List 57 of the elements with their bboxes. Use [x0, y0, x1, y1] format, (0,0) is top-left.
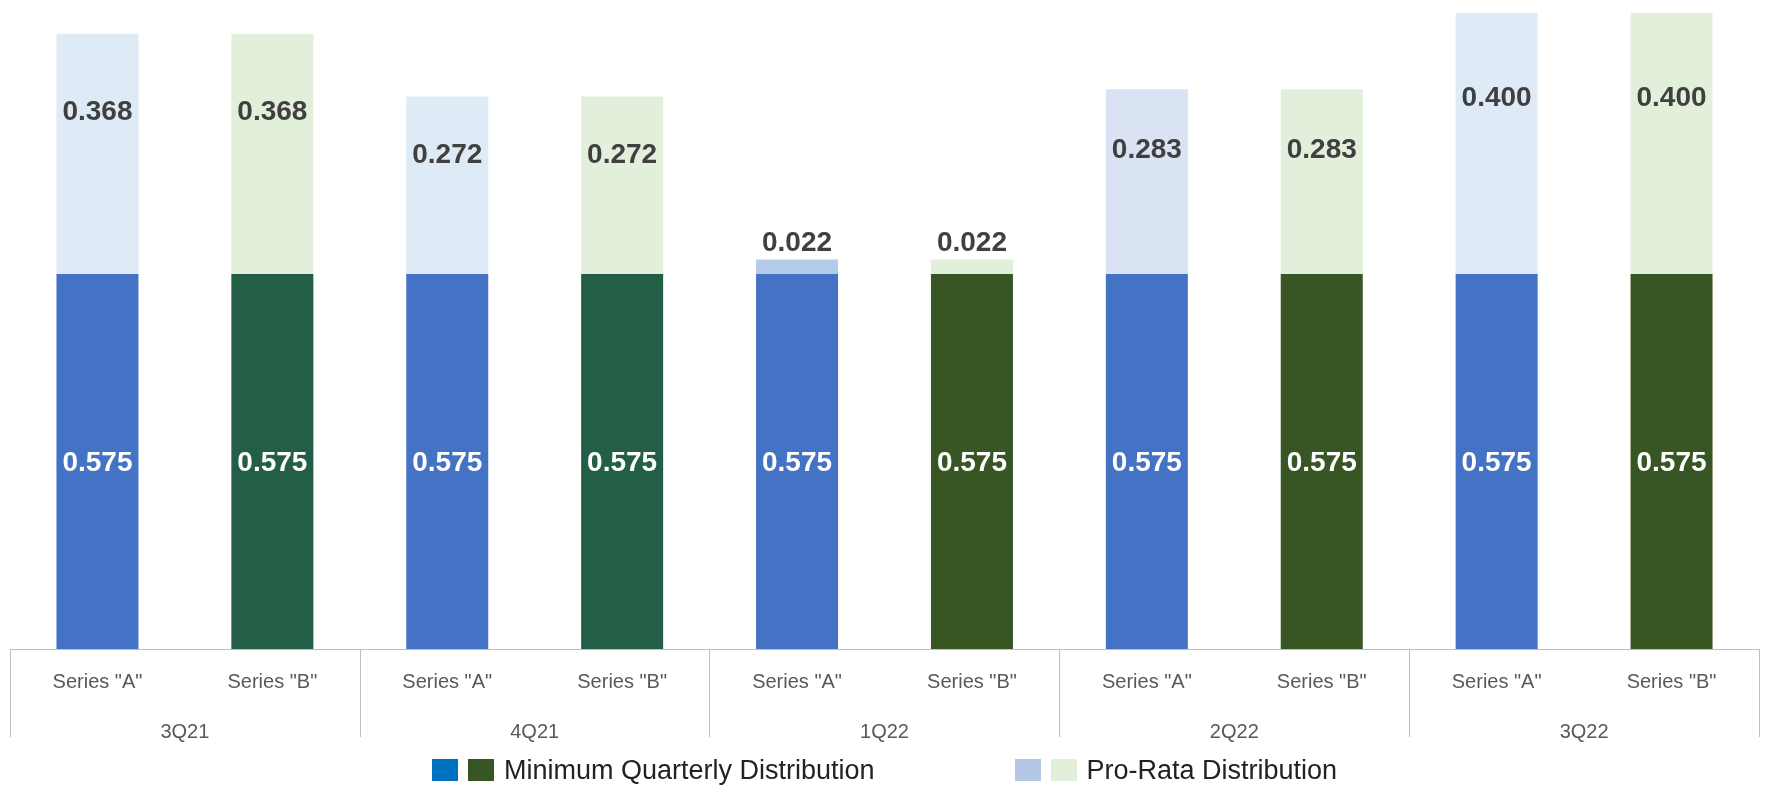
x-tick-label: Series "B" [1276, 670, 1367, 692]
bar [56, 33, 139, 274]
data-label: 0.575 [237, 445, 308, 477]
bar [1105, 273, 1188, 649]
bar [1455, 13, 1538, 274]
data-label: 0.575 [412, 445, 483, 477]
bar [231, 33, 314, 274]
bar [231, 273, 314, 649]
text: 2Q22 [1209, 720, 1259, 742]
x-tick-label: Series "B" [227, 670, 318, 692]
data-label: 0.575 [936, 445, 1007, 477]
bar [756, 273, 839, 649]
bar [56, 273, 139, 649]
x-tick-label: Series "B" [577, 670, 668, 692]
data-label: 0.575 [62, 445, 133, 477]
bar [581, 96, 664, 274]
data-label: 0.575 [1636, 445, 1707, 477]
data-label: 0.283 [1286, 132, 1357, 164]
bar [1280, 89, 1363, 274]
x-tick-label: Series "A" [1451, 670, 1542, 692]
data-label: 0.272 [412, 137, 483, 169]
bar [406, 96, 489, 274]
bar [756, 259, 839, 274]
x-tick-label: Series "B" [1626, 670, 1717, 692]
data-label: 0.575 [1461, 445, 1532, 477]
bar [1280, 273, 1363, 649]
text: 4Q21 [510, 720, 560, 742]
bar [1105, 89, 1188, 274]
data-label: 0.272 [587, 137, 658, 169]
x-tick-label: Series "B" [927, 670, 1017, 692]
bar [581, 273, 664, 649]
bar [1630, 13, 1713, 274]
bar [406, 273, 489, 649]
data-label: 0.022 [762, 226, 833, 258]
data-label: 0.400 [1461, 81, 1532, 112]
legend-label: Minimum Quarterly Distribution [503, 754, 875, 786]
data-label: 0.368 [237, 95, 308, 127]
bar [930, 273, 1013, 649]
bar [1630, 273, 1713, 649]
legend-label: Pro-Rata Distribution [1086, 754, 1338, 786]
text: 1Q22 [860, 720, 909, 742]
bar [1455, 273, 1538, 649]
data-label: 0.575 [587, 445, 658, 477]
data-label: 0.368 [62, 95, 133, 127]
text: 3Q22 [1559, 720, 1609, 742]
data-label: 0.575 [762, 445, 833, 477]
x-tick-label: Series "A" [752, 670, 842, 692]
text: 3Q21 [160, 720, 210, 742]
bar [930, 259, 1013, 274]
x-tick-label: Series "A" [402, 670, 493, 692]
x-tick-label: Series "A" [1101, 670, 1192, 692]
data-label: 0.283 [1111, 132, 1182, 164]
x-tick-label: Series "A" [52, 670, 143, 692]
data-label: 0.575 [1286, 445, 1357, 477]
data-label: 0.022 [936, 226, 1007, 258]
data-label: 0.400 [1636, 81, 1707, 112]
data-label: 0.575 [1111, 445, 1182, 477]
